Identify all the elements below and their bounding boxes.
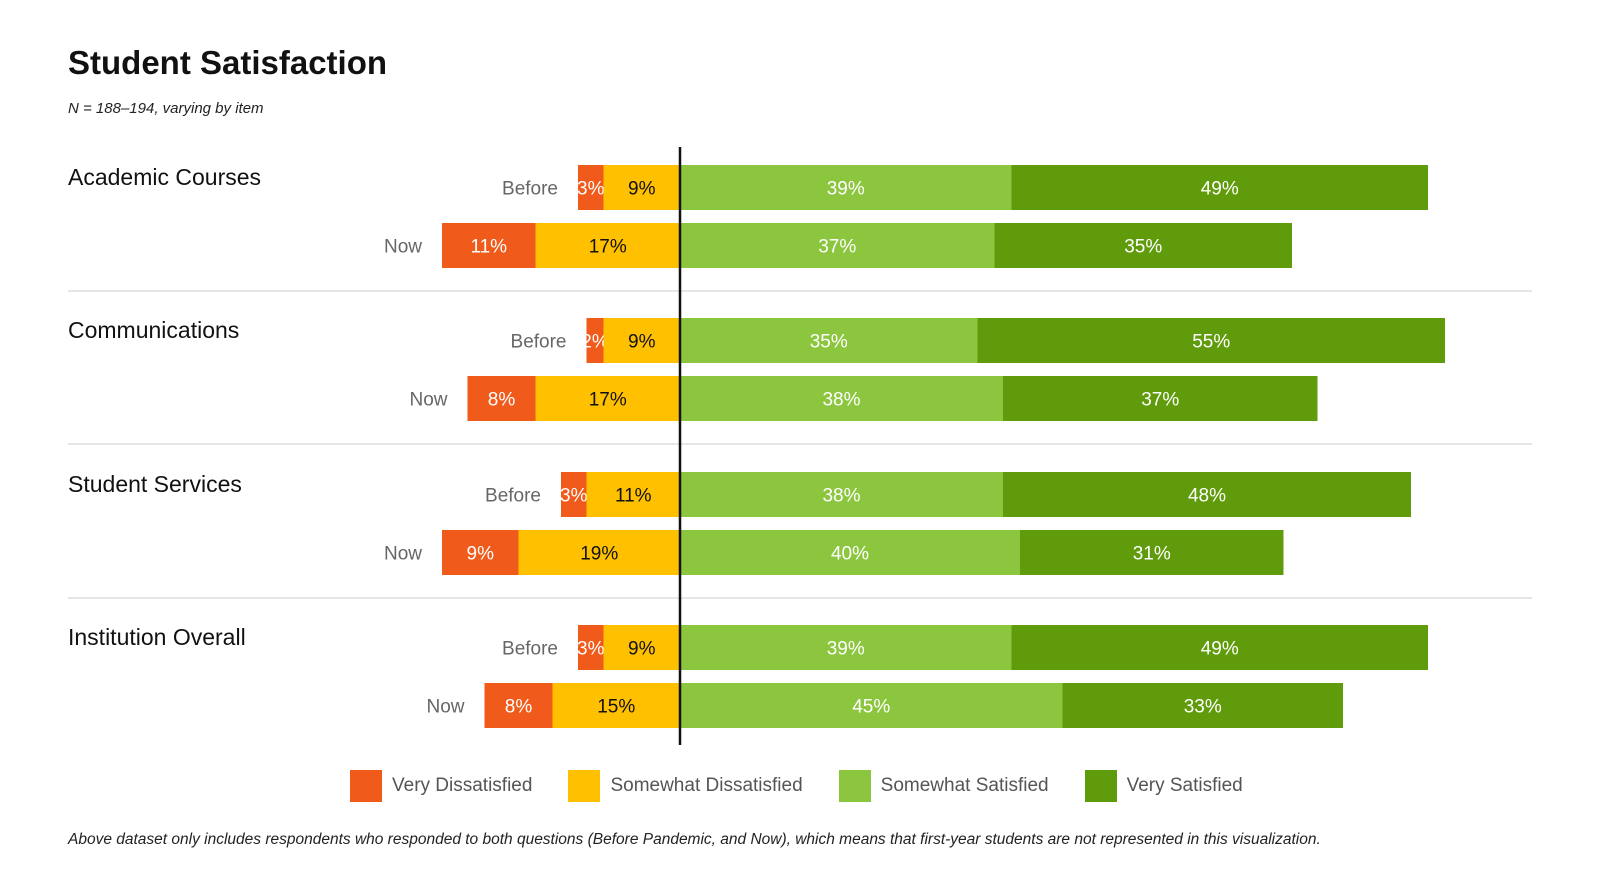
data-label-communications-now-3: 37% <box>1141 390 1179 411</box>
row-label-academic-courses-now: Now <box>384 237 422 258</box>
bar-academic-courses-now-somewhat-satisfied <box>680 223 995 268</box>
bar-institution-overall-before-very-satisfied <box>1011 625 1428 670</box>
data-label-communications-now-1: 17% <box>589 390 627 411</box>
data-label-institution-overall-now-3: 33% <box>1184 697 1222 718</box>
row-label-academic-courses-before: Before <box>502 179 558 200</box>
legend-item-somewhat-satisfied: Somewhat Satisfied <box>838 770 1049 802</box>
bar-academic-courses-before-very-satisfied <box>1011 165 1428 210</box>
bar-communications-now-very-dissatisfied <box>467 376 536 421</box>
row-label-student-services-before: Before <box>485 486 541 507</box>
data-label-academic-courses-before-0: 3% <box>577 179 605 200</box>
data-label-academic-courses-now-0: 11% <box>470 237 507 258</box>
legend-swatch <box>838 770 871 802</box>
data-label-communications-before-1: 9% <box>628 332 656 353</box>
data-label-communications-before-3: 55% <box>1192 332 1230 353</box>
row-label-communications-now: Now <box>409 390 447 411</box>
data-label-student-services-now-2: 40% <box>831 544 869 565</box>
data-label-student-services-now-3: 31% <box>1133 544 1171 565</box>
data-label-institution-overall-before-3: 49% <box>1201 639 1239 660</box>
chart-title: Student Satisfaction <box>68 44 388 81</box>
row-label-institution-overall-before: Before <box>502 639 558 660</box>
bar-institution-overall-now-very-dissatisfied <box>484 683 553 728</box>
data-label-student-services-now-0: 9% <box>467 544 495 565</box>
group-label-student-services: Student Services <box>68 471 242 497</box>
bar-student-services-before-very-satisfied <box>1003 472 1411 517</box>
bar-academic-courses-now-very-dissatisfied <box>442 223 536 268</box>
bar-communications-before-very-satisfied <box>977 318 1445 363</box>
row-label-institution-overall-now: Now <box>426 697 464 718</box>
data-label-institution-overall-before-2: 39% <box>827 639 865 660</box>
data-label-communications-now-2: 38% <box>822 390 860 411</box>
data-label-institution-overall-now-1: 15% <box>597 697 635 718</box>
bar-communications-before-somewhat-satisfied <box>680 318 978 363</box>
legend: Very Dissatisfied Somewhat Dissatisfied So… <box>350 770 1279 802</box>
group-label-academic-courses: Academic Courses <box>68 164 261 190</box>
footnote: Above dataset only includes respondents … <box>68 831 1321 848</box>
bar-student-services-before-very-dissatisfied <box>561 472 587 517</box>
group-label-communications: Communications <box>68 317 239 343</box>
data-label-academic-courses-now-2: 37% <box>818 237 856 258</box>
bar-student-services-now-somewhat-dissatisfied <box>518 530 680 575</box>
legend-label: Very Dissatisfied <box>392 775 533 796</box>
bar-communications-now-somewhat-satisfied <box>680 376 1003 421</box>
bar-student-services-now-somewhat-satisfied <box>680 530 1020 575</box>
data-label-institution-overall-now-2: 45% <box>852 697 890 718</box>
legend-swatch <box>1084 770 1117 802</box>
bar-institution-overall-now-very-satisfied <box>1062 683 1343 728</box>
bar-student-services-before-somewhat-dissatisfied <box>586 472 680 517</box>
legend-item-very-dissatisfied: Very Dissatisfied <box>350 770 532 802</box>
data-label-academic-courses-now-1: 17% <box>589 237 627 258</box>
data-label-student-services-before-1: 11% <box>615 486 652 507</box>
legend-label: Very Satisfied <box>1126 775 1243 796</box>
data-label-institution-overall-before-0: 3% <box>577 639 605 660</box>
data-label-communications-now-0: 8% <box>488 390 516 411</box>
bar-academic-courses-before-somewhat-dissatisfied <box>603 165 680 210</box>
data-label-student-services-before-2: 38% <box>822 486 860 507</box>
bar-communications-before-very-dissatisfied <box>586 318 604 363</box>
bar-communications-before-somewhat-dissatisfied <box>603 318 680 363</box>
row-label-student-services-now: Now <box>384 544 422 565</box>
legend-label: Somewhat Satisfied <box>880 775 1049 796</box>
bar-academic-courses-before-somewhat-satisfied <box>680 165 1012 210</box>
bar-institution-overall-before-somewhat-dissatisfied <box>603 625 680 670</box>
data-label-communications-before-0: 2% <box>581 332 609 353</box>
data-label-student-services-before-0: 3% <box>560 486 588 507</box>
bar-academic-courses-now-very-satisfied <box>994 223 1292 268</box>
bar-student-services-now-very-satisfied <box>1020 530 1284 575</box>
group-label-institution-overall: Institution Overall <box>68 624 246 650</box>
legend-swatch <box>568 770 601 802</box>
bar-institution-overall-before-somewhat-satisfied <box>680 625 1012 670</box>
legend-label: Somewhat Dissatisfied <box>610 775 803 796</box>
data-label-student-services-before-3: 48% <box>1188 486 1226 507</box>
data-label-academic-courses-before-2: 39% <box>827 179 865 200</box>
diverging-bar-chart: Academic Courses Before 3% 9% 39% 49% Now 11% 17… <box>68 147 1532 745</box>
bar-institution-overall-now-somewhat-satisfied <box>680 683 1063 728</box>
data-label-institution-overall-now-0: 8% <box>505 697 533 718</box>
bar-communications-now-very-satisfied <box>1003 376 1318 421</box>
data-label-communications-before-2: 35% <box>810 332 848 353</box>
bar-communications-now-somewhat-dissatisfied <box>535 376 680 421</box>
bar-institution-overall-before-very-dissatisfied <box>578 625 604 670</box>
data-label-institution-overall-before-1: 9% <box>628 639 656 660</box>
bar-academic-courses-before-very-dissatisfied <box>578 165 604 210</box>
legend-item-somewhat-dissatisfied: Somewhat Dissatisfied <box>568 770 803 802</box>
bar-institution-overall-now-somewhat-dissatisfied <box>552 683 680 728</box>
chart-subtitle: N = 188–194, varying by item <box>68 100 264 117</box>
row-label-communications-before: Before <box>511 332 567 353</box>
data-label-academic-courses-before-1: 9% <box>628 179 656 200</box>
data-label-student-services-now-1: 19% <box>580 544 618 565</box>
bar-student-services-before-somewhat-satisfied <box>680 472 1003 517</box>
bar-academic-courses-now-somewhat-dissatisfied <box>535 223 680 268</box>
bar-student-services-now-very-dissatisfied <box>442 530 519 575</box>
data-label-academic-courses-before-3: 49% <box>1201 179 1239 200</box>
legend-swatch <box>350 770 382 802</box>
legend-item-very-satisfied: Very Satisfied <box>1084 770 1243 802</box>
data-label-academic-courses-now-3: 35% <box>1124 237 1162 258</box>
